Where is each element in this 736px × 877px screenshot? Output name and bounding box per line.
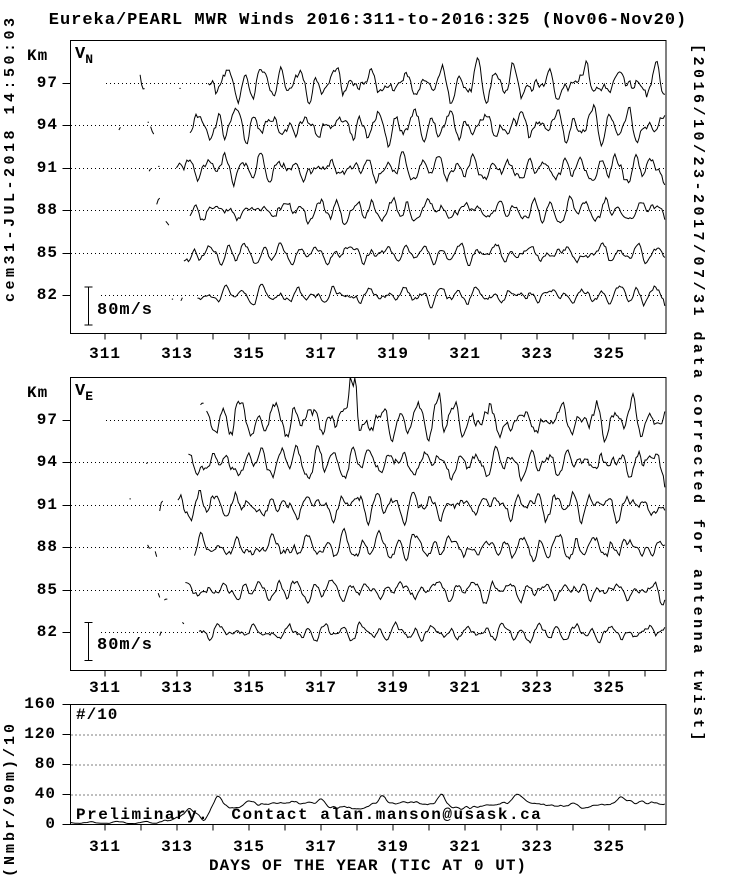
x-tick-label: 319	[377, 838, 409, 856]
x-tick-label: 315	[233, 838, 265, 856]
x-tick-label: 317	[305, 679, 337, 697]
timestamp-note: cem31-JUL-2018 14:50:03	[2, 14, 19, 302]
altitude-tick-label: 82	[36, 622, 58, 641]
count-tick-label: 120	[24, 724, 56, 743]
x-tick-label: 313	[161, 345, 193, 363]
ve-km-unit-label: Km	[27, 384, 49, 402]
count-tick-label: 0	[45, 814, 56, 833]
x-tick-label: 311	[89, 679, 121, 697]
x-tick-label: 323	[521, 838, 553, 856]
correction-note: [2016/10/23-2017/07/31 data corrected fo…	[689, 44, 706, 745]
x-tick-label: 323	[521, 345, 553, 363]
altitude-tick-label: 97	[36, 73, 58, 92]
x-tick-label: 321	[449, 679, 481, 697]
x-tick-label: 321	[449, 838, 481, 856]
altitude-tick-label: 91	[36, 158, 58, 177]
altitude-tick-label: 85	[36, 580, 58, 599]
altitude-tick-label: 85	[36, 243, 58, 262]
count-tick-label: 160	[24, 694, 56, 713]
x-tick-label: 325	[593, 345, 626, 363]
altitude-tick-label: 97	[36, 410, 58, 429]
x-tick-label: 315	[233, 345, 265, 363]
count-tick-label: 80	[34, 754, 56, 773]
x-tick-label: 311	[89, 345, 121, 363]
altitude-tick-label: 94	[36, 452, 58, 471]
plot-title: Eureka/PEARL MWR Winds 2016:311-to-2016:…	[48, 11, 688, 30]
preliminary-note: Preliminary. Contact alan.manson@usask.c…	[76, 806, 543, 824]
x-tick-label: 319	[377, 345, 409, 363]
x-tick-label: 323	[521, 679, 553, 697]
x-tick-label: 319	[377, 679, 409, 697]
counts-inside-label: #/10	[76, 706, 119, 724]
ve-scale-bar-label: 80m/s	[97, 636, 154, 655]
x-tick-label: 313	[161, 679, 193, 697]
x-tick-label: 325	[593, 679, 626, 697]
x-tick-label: 311	[89, 838, 121, 856]
x-tick-label: 317	[305, 838, 337, 856]
x-tick-label: 313	[161, 838, 193, 856]
vn-series-label: VN	[73, 45, 96, 70]
count-tick-label: 40	[34, 784, 56, 803]
x-tick-label: 317	[305, 345, 337, 363]
x-tick-label: 325	[593, 838, 626, 856]
altitude-tick-label: 94	[36, 115, 58, 134]
altitude-tick-label: 88	[36, 537, 58, 556]
ve-series-label: VE	[73, 382, 96, 407]
x-tick-label: 315	[233, 679, 265, 697]
altitude-tick-label: 82	[36, 285, 58, 304]
x-tick-label: 321	[449, 345, 481, 363]
x-axis-title: DAYS OF THE YEAR (TIC AT 0 UT)	[208, 857, 528, 875]
vn-scale-bar-label: 80m/s	[97, 301, 154, 320]
vn-km-unit-label: Km	[27, 47, 49, 65]
altitude-tick-label: 91	[36, 495, 58, 514]
altitude-tick-label: 88	[36, 200, 58, 219]
